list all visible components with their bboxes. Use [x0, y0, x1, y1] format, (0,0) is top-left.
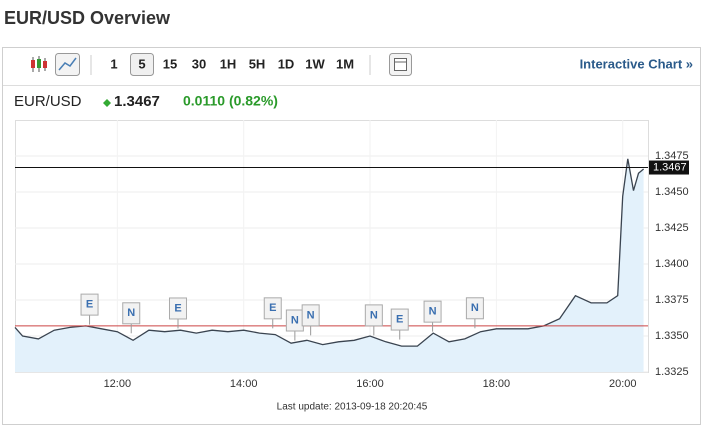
event-label: E	[269, 302, 276, 314]
y-tick-label: 1.3450	[655, 186, 689, 198]
x-tick-label: 20:00	[609, 378, 637, 390]
interval-button[interactable]: 5H	[249, 56, 266, 71]
y-tick-label: 1.3425	[655, 222, 689, 234]
x-tick-label: 18:00	[483, 378, 511, 390]
last-price-label: 1.3467	[653, 161, 687, 173]
event-marker[interactable]	[390, 308, 409, 331]
event-marker[interactable]	[465, 297, 484, 320]
interval-button[interactable]: 1H	[220, 56, 237, 71]
event-marker[interactable]	[423, 300, 442, 323]
interval-button[interactable]: 1W	[305, 56, 325, 71]
toolbar: 1 5 15 30 1H 5H 1D 1W 1M Interactive Chart »	[31, 53, 693, 76]
event-marker[interactable]	[301, 304, 320, 327]
last-price-box	[649, 160, 689, 175]
x-tick-label: 16:00	[356, 378, 384, 390]
change: 0.0110 (0.82%)	[183, 93, 278, 109]
table-icon[interactable]	[389, 53, 412, 76]
area	[15, 158, 644, 372]
up-arrow	[103, 99, 111, 107]
interval-button[interactable]: 1	[110, 56, 117, 71]
y-tick-label: 1.3350	[655, 330, 689, 342]
selected-interval	[130, 53, 154, 76]
symbol: EUR/USD	[14, 93, 82, 110]
interval-button[interactable]: 1D	[278, 56, 295, 71]
price: 1.3467	[114, 93, 160, 110]
event-marker[interactable]	[263, 297, 282, 320]
event-label: N	[471, 302, 479, 314]
event-marker[interactable]	[80, 293, 99, 316]
event-label: E	[396, 313, 403, 325]
interval-button[interactable]: 1M	[336, 56, 354, 71]
x-tick-label: 14:00	[230, 378, 258, 390]
event-label: N	[429, 306, 437, 318]
chart: 1.3325 1.3350 1.3375 1.3400 1.3425 1.3450 1.34…	[14, 120, 689, 413]
interval-button[interactable]: 5	[138, 56, 145, 71]
price-line	[14, 158, 645, 347]
y-tick-label: 1.3325	[655, 366, 689, 378]
y-tick-label: 1.3400	[655, 258, 689, 270]
event-marker[interactable]	[122, 302, 141, 325]
page-title: EUR/USD Overview	[4, 8, 171, 28]
y-tick-label: 1.3475	[655, 150, 689, 162]
footer: Last update: 2013-09-18 20:20:45	[277, 402, 428, 413]
event-label: E	[86, 299, 93, 311]
interval-button[interactable]: 15	[163, 56, 177, 71]
interval-button[interactable]: 30	[192, 56, 206, 71]
candle-icon[interactable]	[31, 56, 47, 72]
event-marker[interactable]	[168, 297, 187, 320]
event-label: E	[174, 302, 181, 314]
event-label: N	[370, 309, 378, 321]
interactive-chart-link[interactable]: Interactive Chart »	[580, 56, 693, 71]
y-tick-label: 1.3375	[655, 294, 689, 306]
event-label: N	[127, 307, 135, 319]
event-label: N	[307, 309, 315, 321]
event-marker[interactable]	[364, 304, 383, 327]
line-icon[interactable]	[55, 53, 80, 76]
event-label: N	[291, 314, 299, 326]
x-tick-label: 12:00	[104, 378, 132, 390]
